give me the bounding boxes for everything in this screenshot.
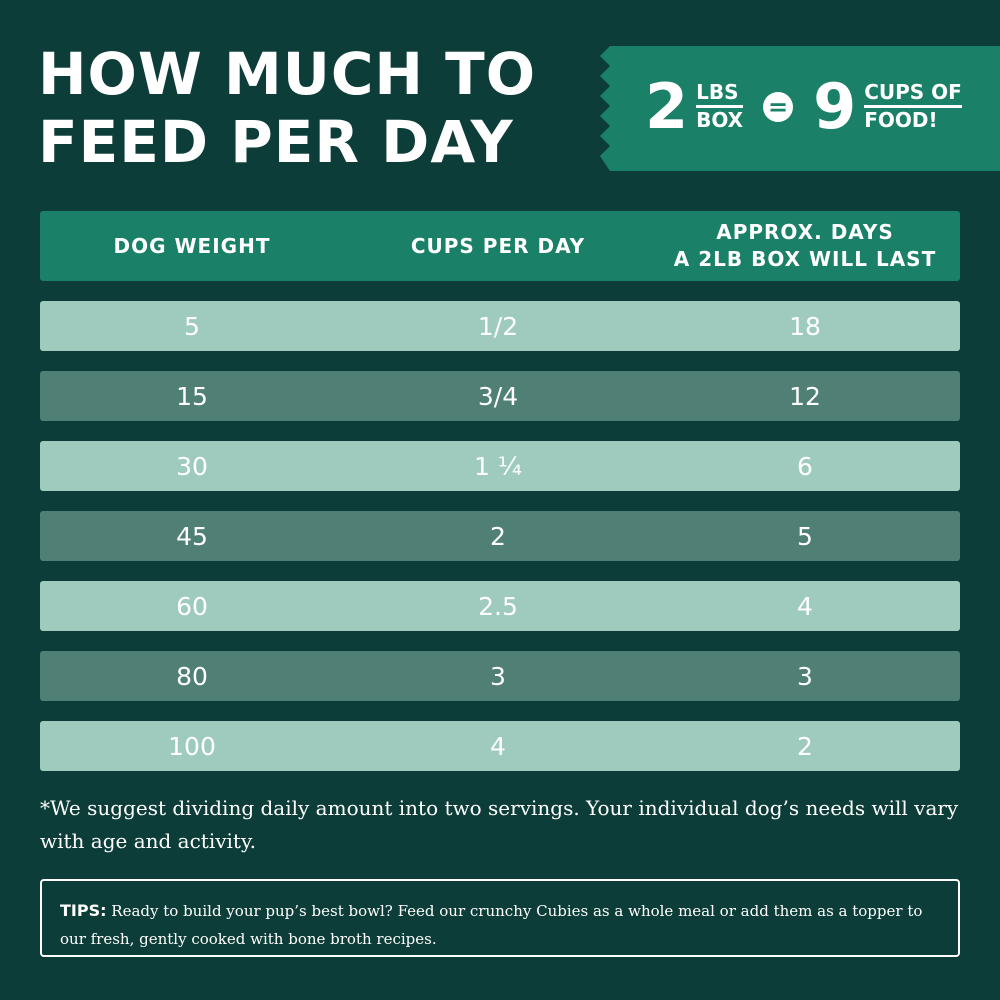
badge: 2 LBS BOX = 9 CUPS OF FOOD! bbox=[645, 70, 962, 143]
table-cell: 100 bbox=[168, 731, 216, 761]
table-cell: 18 bbox=[789, 311, 821, 341]
badge-unit: CUPS OF FOOD! bbox=[864, 80, 962, 133]
badge-shape bbox=[600, 46, 1000, 171]
table-cell: 4 bbox=[797, 591, 813, 621]
title: HOW MUCH TO FEED PER DAY bbox=[38, 40, 536, 176]
header-cell: DOG WEIGHT bbox=[113, 233, 271, 258]
header-line: A 2LB BOX WILL LAST bbox=[673, 247, 937, 271]
table-cell: 2.5 bbox=[478, 591, 518, 621]
table-cell: 3 bbox=[797, 661, 813, 691]
table-cell: 2 bbox=[490, 521, 506, 551]
tips-box: TIPS: Ready to build your pup’s best bow… bbox=[40, 879, 960, 957]
table-cell: 5 bbox=[184, 311, 200, 341]
table-row: 45 2 5 bbox=[40, 511, 960, 561]
table-cell: 1/2 bbox=[477, 311, 519, 341]
table-row: 60 2.5 4 bbox=[40, 581, 960, 631]
table-cell: 60 bbox=[176, 591, 208, 621]
title-line: HOW MUCH TO bbox=[38, 40, 536, 108]
badge-text: CUPS OF bbox=[864, 80, 962, 108]
table-cell: 15 bbox=[176, 381, 208, 411]
badge-bg bbox=[600, 46, 1000, 171]
table-header: DOG WEIGHT CUPS PER DAY APPROX. DAYS A 2LB … bbox=[40, 211, 960, 281]
header-cell: APPROX. DAYS A 2LB BOX WILL LAST bbox=[652, 211, 958, 281]
table-cell: 3/4 bbox=[477, 381, 519, 411]
header-line: APPROX. DAYS bbox=[716, 220, 894, 244]
badge-number: 9 bbox=[813, 70, 857, 143]
table-row: 30 1 ¼ 6 bbox=[40, 441, 960, 491]
tips-label: TIPS: bbox=[60, 901, 107, 920]
table-row: 100 4 2 bbox=[40, 721, 960, 771]
table-row: 5 1/2 18 bbox=[40, 301, 960, 351]
table-cell: 3 bbox=[490, 661, 506, 691]
header-cell: CUPS PER DAY bbox=[410, 233, 586, 258]
table-cell: 12 bbox=[789, 381, 821, 411]
badge-text: LBS bbox=[696, 80, 744, 108]
table-cell: 80 bbox=[176, 661, 208, 691]
badge-text: FOOD! bbox=[864, 108, 938, 132]
footnote: *We suggest dividing daily amount into t… bbox=[40, 796, 959, 853]
table-row: 80 3 3 bbox=[40, 651, 960, 701]
table-cell: 6 bbox=[797, 451, 813, 481]
table-cell: 2 bbox=[797, 731, 813, 761]
badge-unit: LBS BOX bbox=[696, 80, 744, 133]
title-line: FEED PER DAY bbox=[38, 108, 514, 176]
badge-equals: = bbox=[763, 91, 794, 122]
badge-text: BOX bbox=[696, 108, 744, 132]
table-row: 15 3/4 12 bbox=[40, 371, 960, 421]
table-cell: 30 bbox=[176, 451, 208, 481]
table-cell: 5 bbox=[797, 521, 813, 551]
table-cell: 1 ¼ bbox=[473, 451, 523, 481]
table-cell: 45 bbox=[176, 521, 208, 551]
badge-number: 2 bbox=[645, 70, 689, 143]
table-cell: 4 bbox=[490, 731, 506, 761]
tips-text: Ready to build your pup’s best bowl? Fee… bbox=[60, 902, 923, 948]
